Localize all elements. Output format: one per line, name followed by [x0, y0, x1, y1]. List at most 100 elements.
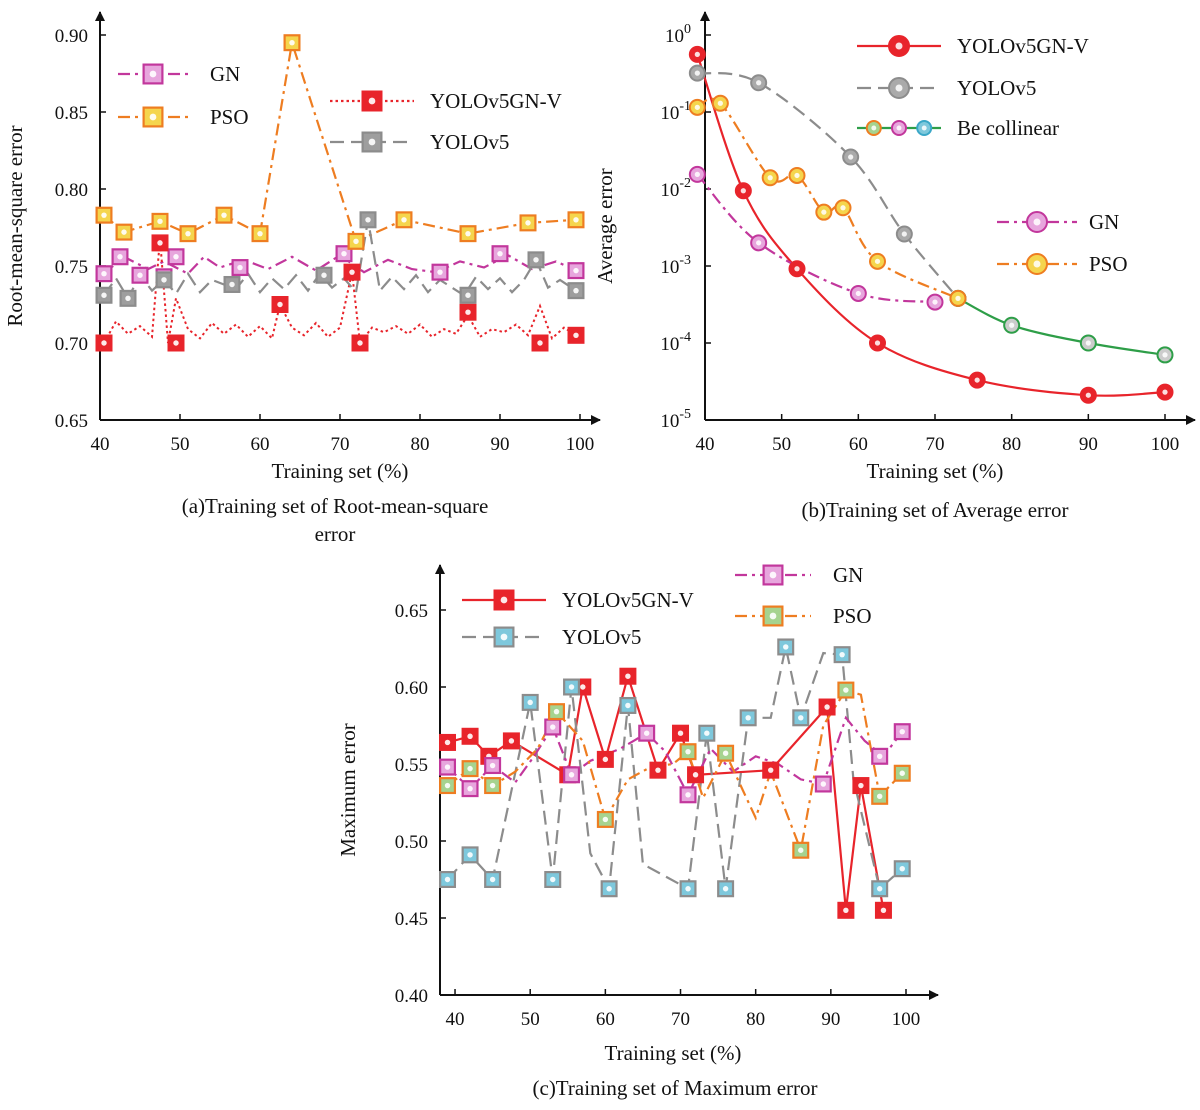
legend-item-gn: GN [735, 563, 863, 587]
y-tick-label: 0.80 [55, 180, 88, 201]
data-point-yolov5 [871, 880, 889, 898]
series-markers [688, 45, 1174, 404]
x-tick-label: 90 [491, 434, 510, 455]
data-point-yolov5 [567, 282, 585, 300]
data-point-pso [459, 225, 477, 243]
data-point-yolov5 [750, 74, 768, 92]
y-tick-label: 0.40 [395, 986, 428, 1007]
data-point-pso [95, 206, 113, 224]
legend-marker [762, 605, 784, 627]
legend-item-gn: GN [118, 62, 240, 86]
y-axis-label: Root-mean-square error [3, 125, 27, 326]
data-point-gn [167, 248, 185, 266]
data-point-gn [567, 262, 585, 280]
data-point-gn [431, 263, 449, 281]
data-point-gn [544, 718, 562, 736]
data-point-pso [519, 214, 537, 232]
panel-c-maximum-error-chart: 40 50 60 70 80 90 100 0.40 0.45 0.50 0.55 0.60 0.65 T… [336, 563, 939, 1100]
data-point-yolov5 [155, 271, 173, 289]
data-point-yolov5 [315, 266, 333, 284]
data-point-be-collinear [1003, 316, 1021, 334]
x-tick-label: 50 [521, 1009, 540, 1030]
data-point-pso [484, 777, 502, 795]
data-point-pso [815, 203, 833, 221]
x-tick-label: 70 [671, 1009, 690, 1030]
data-point-yolov5 [739, 709, 757, 727]
legend-marker [142, 63, 164, 85]
data-point-yolov5gn-v [271, 296, 289, 313]
y-tick-base: 10 [660, 103, 679, 124]
data-point-yolov5 [223, 275, 241, 293]
y-tick-base: 10 [660, 411, 679, 432]
legend-marker [361, 90, 383, 112]
chart-caption: (a)Training set of Root-mean-square [182, 494, 489, 518]
data-point-yolov5gn-v [734, 182, 752, 200]
series-line-yolov5 [103, 219, 577, 301]
y-tick-exponent: 0 [684, 22, 691, 37]
legend-marker [762, 564, 784, 586]
data-point-yolov5gn-v [151, 234, 169, 252]
legend-marker [888, 77, 910, 99]
series-lines [446, 646, 904, 911]
chart-caption: error [315, 522, 356, 546]
legend-marker [916, 120, 933, 136]
data-point-pso [251, 225, 269, 243]
data-point-yolov5 [95, 286, 113, 304]
legend-label: PSO [833, 604, 872, 628]
x-axis-label: Training set (%) [272, 459, 409, 483]
series-markers [439, 638, 911, 919]
y-tick-label: 0.85 [55, 103, 88, 124]
x-tick-label: 70 [926, 434, 945, 455]
series-markers [95, 34, 585, 352]
data-point-yolov5 [679, 880, 697, 898]
data-point-pso [461, 760, 479, 778]
y-tick-label: 10-1 [660, 99, 691, 124]
data-point-gn [893, 723, 911, 741]
data-point-yolov5gn-v [818, 698, 836, 716]
data-point-yolov5gn-v [837, 901, 855, 919]
data-point-pso [788, 166, 806, 184]
data-point-gn [871, 747, 889, 765]
data-point-pso [837, 681, 855, 699]
y-tick-exponent: -4 [679, 330, 691, 345]
data-point-yolov5 [119, 289, 137, 307]
data-point-pso [347, 232, 365, 250]
x-tick-label: 90 [821, 1009, 840, 1030]
data-point-gn [750, 234, 768, 252]
x-axis-label: Training set (%) [605, 1041, 742, 1065]
legend-label: GN [210, 62, 240, 86]
series-lines [103, 42, 577, 346]
x-tick-label: 80 [411, 434, 430, 455]
data-point-yolov5 [521, 693, 539, 711]
data-point-pso [761, 169, 779, 187]
data-point-pso [215, 206, 233, 224]
data-point-yolov5gn-v [649, 761, 667, 779]
data-point-gn [95, 265, 113, 283]
y-tick-exponent: -3 [679, 253, 691, 268]
y-tick-label: 10-3 [660, 253, 691, 278]
data-point-yolov5 [439, 871, 457, 888]
data-point-gn [679, 786, 697, 804]
data-point-yolov5gn-v [619, 667, 637, 685]
chart-caption: (c)Training set of Maximum error [533, 1076, 818, 1100]
y-tick-label: 100 [665, 22, 691, 47]
data-point-gn [688, 165, 706, 183]
data-point-gn [926, 293, 944, 311]
data-point-pso [679, 743, 697, 761]
x-tick-label: 50 [171, 434, 190, 455]
data-point-yolov5gn-v [968, 371, 986, 389]
y-axis-label: Maximum error [336, 723, 360, 857]
legend-marker [493, 589, 515, 611]
x-axis-label: Training set (%) [867, 459, 1004, 483]
data-point-yolov5gn-v [1156, 383, 1174, 401]
legend-marker [142, 106, 164, 128]
legend-item-pso: PSO [735, 604, 872, 628]
data-point-gn [484, 757, 502, 775]
data-point-yolov5 [484, 871, 502, 888]
x-tick-label: 60 [596, 1009, 615, 1030]
data-point-gn [849, 284, 867, 302]
legend: YOLOv5GN-V YOLOv5 Be collinear GN PSO [857, 34, 1128, 276]
data-point-gn [439, 758, 457, 776]
data-point-pso [893, 764, 911, 782]
y-tick-label: 0.70 [55, 334, 88, 355]
